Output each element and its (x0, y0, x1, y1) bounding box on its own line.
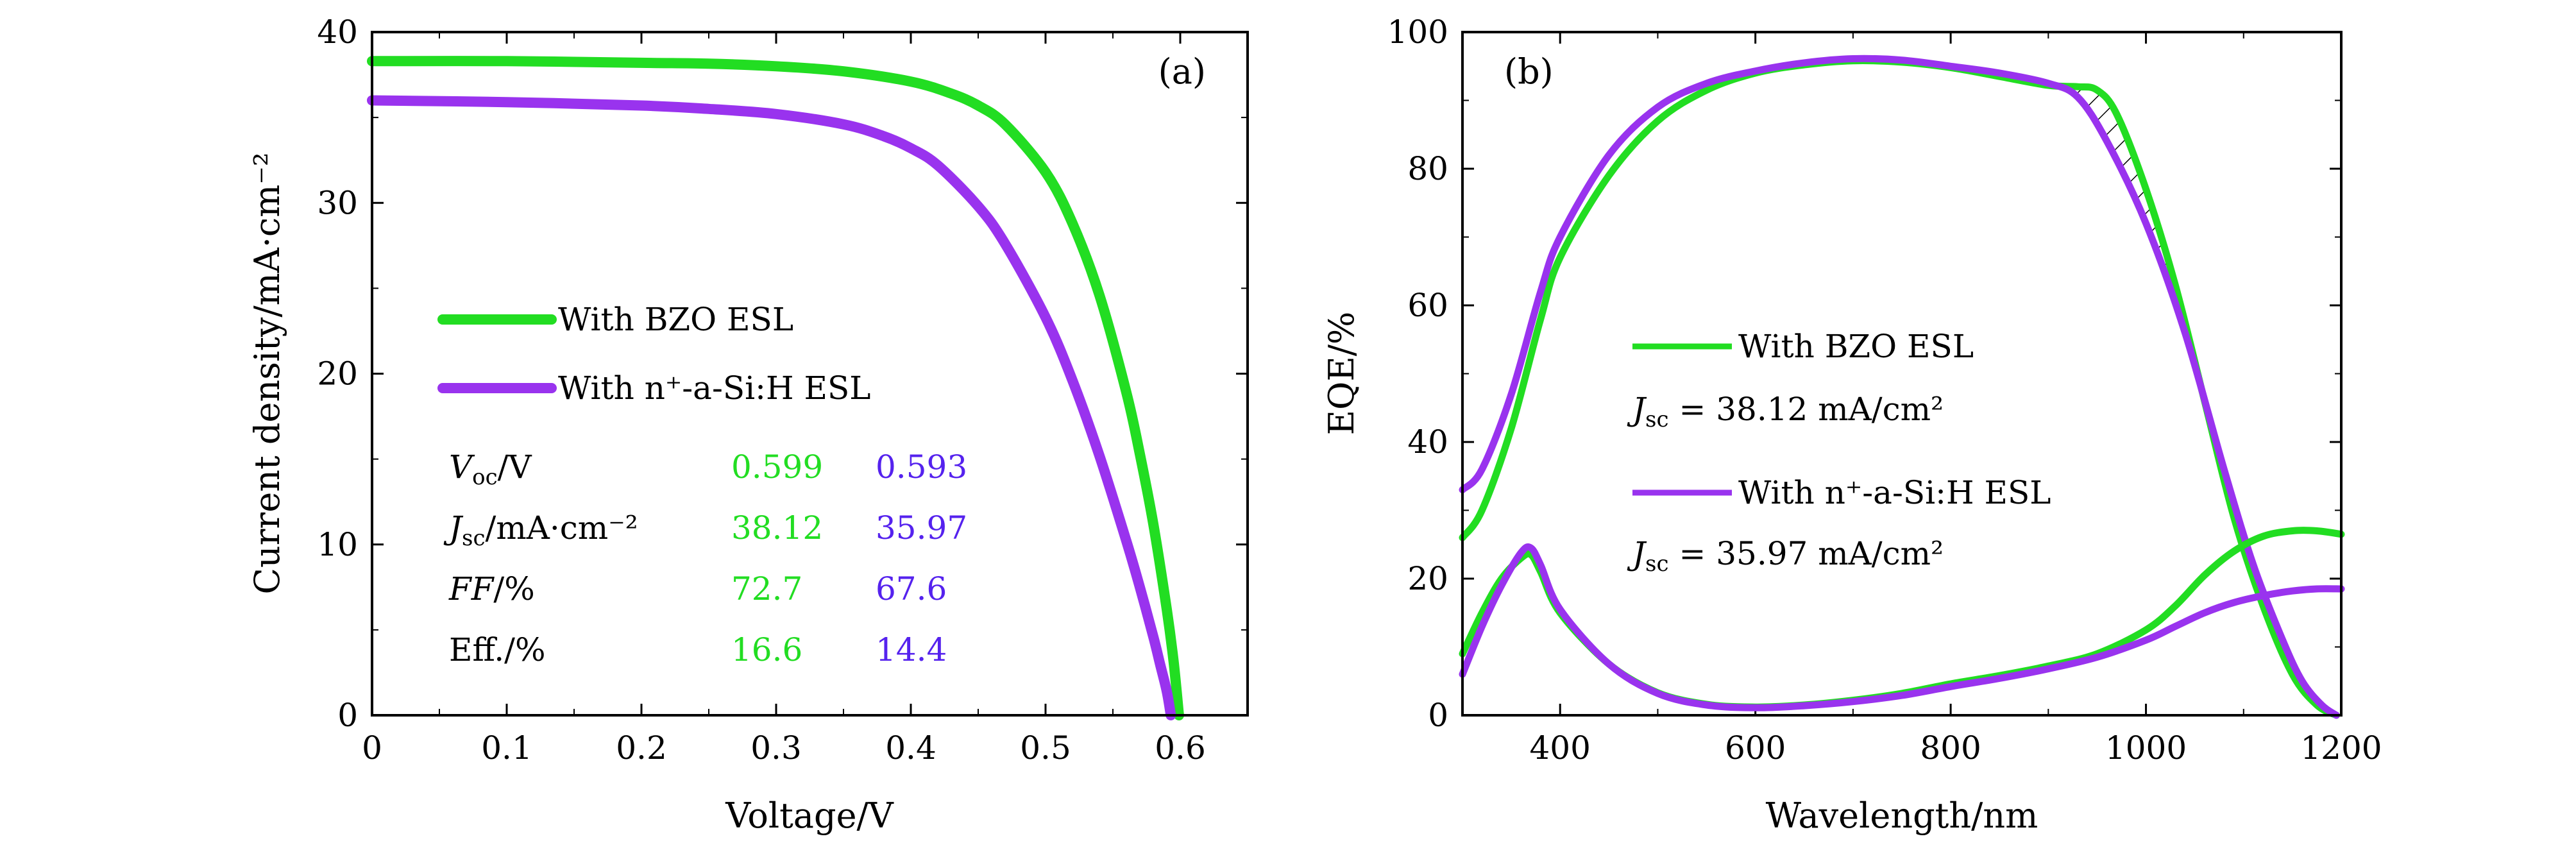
chart-a: 0 0.1 0.2 0.3 0.4 0.5 0.6 0 10 20 30 40 (a) Voltage… (247, 13, 1249, 836)
xtick-label: 0.1 (481, 729, 532, 767)
ytick-label: 0 (337, 697, 358, 734)
table-row-jsc-label: Jsc/mA·cm⁻² (443, 509, 638, 551)
xtick-label: 400 (1530, 729, 1591, 767)
ytick-label: 0 (1428, 697, 1448, 734)
chart-a-series (367, 56, 1184, 720)
xtick-label: 0.5 (1020, 729, 1071, 767)
table-eff-bzo: 16.6 (731, 631, 802, 668)
table-row-ff-label: FF/% (448, 570, 535, 607)
ytick-label: 30 (317, 184, 358, 221)
chart-b-series (1459, 55, 2345, 719)
ytick-label: 20 (317, 355, 358, 393)
xtick-label: 0.4 (885, 729, 936, 767)
series-line-nasi-3 (1459, 543, 2345, 711)
table-jsc-bzo: 38.12 (731, 509, 823, 547)
table-ff-nasi: 67.6 (876, 570, 947, 607)
ytick-label: 80 (1407, 150, 1448, 187)
table-ff-bzo: 72.7 (731, 570, 802, 607)
legend-jsc-bzo: Jsc = 38.12 mA/cm² (1627, 391, 1944, 432)
series-line-nasi-1 (367, 95, 1176, 720)
xtick-label: 0 (362, 729, 382, 767)
legend-jsc-nasi: Jsc = 35.97 mA/cm² (1627, 535, 1944, 577)
chart-b-ylabel: EQE/% (1321, 312, 1362, 436)
ytick-label: 20 (1407, 560, 1448, 597)
table-row-voc-label: Voc/V (449, 448, 532, 490)
table-voc-bzo: 0.599 (731, 448, 823, 486)
ytick-label: 100 (1387, 13, 1448, 51)
legend-label-nasi-b: With n⁺-a-Si:H ESL (1738, 474, 2051, 511)
xtick-label: 600 (1725, 729, 1786, 767)
chart-b-xlabel: Wavelength/nm (1766, 795, 2038, 836)
chart-b-frame (1461, 31, 2343, 717)
table-eff-nasi: 14.4 (876, 631, 947, 668)
legend-label-bzo: With BZO ESL (558, 301, 793, 338)
xtick-label: 0.6 (1155, 729, 1206, 767)
table-jsc-nasi: 35.97 (876, 509, 967, 547)
ytick-label: 60 (1407, 287, 1448, 324)
ytick-label: 40 (1407, 423, 1448, 461)
chart-a-legend: With BZO ESL With n⁺-a-Si:H ESL (437, 301, 870, 407)
xtick-label: 0.3 (750, 729, 802, 767)
chart-b: 400 600 800 1000 1200 0 20 40 60 80 100 (b) Wavele… (1321, 13, 2382, 836)
xtick-label: 1000 (2105, 729, 2187, 767)
legend-label-nasi: With n⁺-a-Si:H ESL (558, 370, 870, 407)
chart-a-parameter-table: Voc/V 0.599 0.593 Jsc/mA·cm⁻² 38.12 35.9… (443, 448, 967, 668)
table-voc-nasi: 0.593 (876, 448, 967, 486)
ytick-label: 40 (317, 13, 358, 51)
series-line-bzo-0 (367, 56, 1184, 720)
table-row-eff-label: Eff./% (449, 631, 546, 668)
chart-a-xlabel: Voltage/V (725, 795, 894, 836)
legend-label-bzo-b: With BZO ESL (1738, 328, 1974, 365)
xtick-label: 1200 (2300, 729, 2382, 767)
chart-b-panel-label: (b) (1504, 51, 1554, 92)
xtick-label: 0.2 (616, 729, 667, 767)
chart-a-ticks: 0 0.1 0.2 0.3 0.4 0.5 0.6 0 10 20 30 40 (317, 13, 1248, 767)
chart-a-ylabel: Current density/mA·cm⁻² (247, 153, 287, 595)
chart-b-legend: With BZO ESL Jsc = 38.12 mA/cm² With n⁺-… (1627, 328, 2051, 577)
ytick-label: 10 (317, 526, 358, 563)
xtick-label: 800 (1920, 729, 1981, 767)
chart-a-frame (371, 31, 1249, 717)
chart-a-panel-label: (a) (1158, 51, 1206, 92)
